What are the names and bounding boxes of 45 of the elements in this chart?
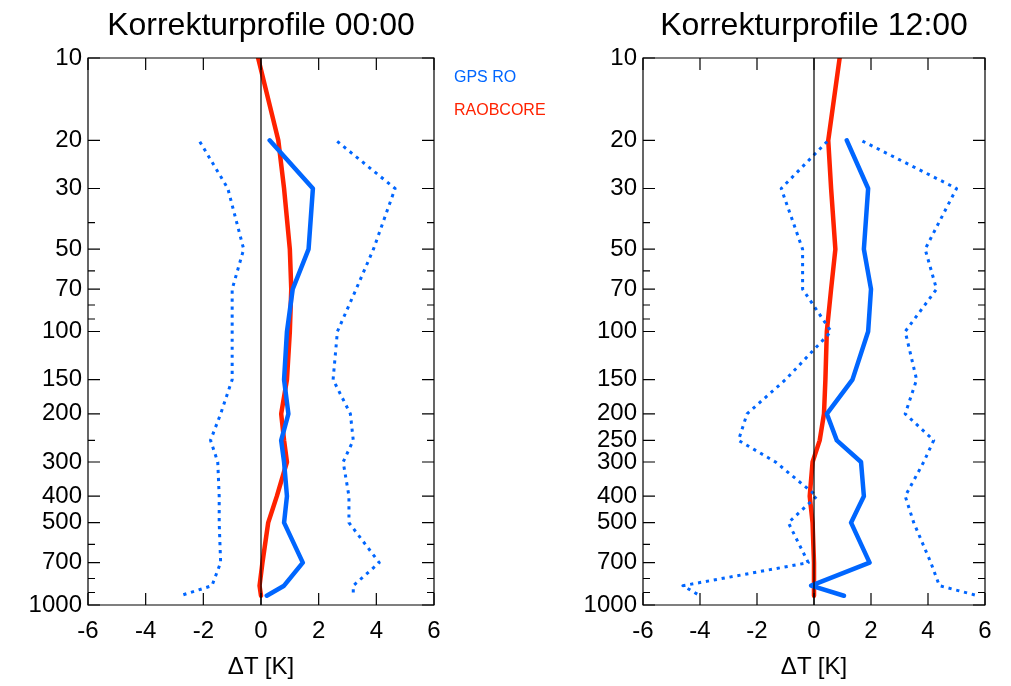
text: GPS RO xyxy=(454,67,518,87)
x-tick-label: 0 xyxy=(807,616,821,644)
y-tick-label: 700 xyxy=(41,547,82,575)
y-tick-label: 400 xyxy=(41,480,82,508)
y-tick-label: 150 xyxy=(596,364,637,392)
y-tick-label: 100 xyxy=(41,316,82,344)
x-tick-label: -4 xyxy=(134,616,157,644)
y-tick-label: 50 xyxy=(55,233,82,261)
y-tick-label: 50 xyxy=(610,233,637,261)
x-axis-title: ΔT [K] xyxy=(780,652,848,680)
y-tick-label: 70 xyxy=(610,273,637,301)
y-tick-label: 10 xyxy=(55,42,82,70)
y-tick-label: 200 xyxy=(596,398,637,426)
y-tick-label: 300 xyxy=(41,446,82,474)
x-tick-label: -2 xyxy=(192,616,215,644)
x-tick-label: -6 xyxy=(77,616,99,644)
x-axis-title: ΔT [K] xyxy=(227,652,295,680)
x-tick-label: 6 xyxy=(427,616,441,644)
y-tick-label: 150 xyxy=(41,364,82,392)
x-tick-label: 0 xyxy=(254,616,268,644)
y-tick-label: 1000 xyxy=(583,589,637,617)
chart-title: Korrekturprofile 00:00 xyxy=(107,6,415,43)
x-tick-label: 4 xyxy=(921,616,935,644)
y-tick-label: 20 xyxy=(610,124,637,152)
y-tick-label: 1000 xyxy=(28,589,82,617)
y-tick-label: 70 xyxy=(55,273,82,301)
y-tick-label: 30 xyxy=(55,173,82,201)
text: RAOBCORE xyxy=(454,100,546,120)
y-tick-label: 500 xyxy=(41,507,82,535)
y-tick-label: 400 xyxy=(596,480,637,508)
y-tick-label: 10 xyxy=(610,42,637,70)
x-tick-label: 6 xyxy=(978,616,992,644)
x-tick-label: -6 xyxy=(632,616,654,644)
x-tick-label: -4 xyxy=(689,616,711,644)
x-tick-label: 2 xyxy=(311,616,326,644)
y-tick-label: 30 xyxy=(610,173,637,201)
y-tick-label: 100 xyxy=(596,316,637,344)
chart-title: Korrekturprofile 12:00 xyxy=(660,6,968,43)
x-tick-label: 4 xyxy=(369,616,384,644)
y-tick-label: 20 xyxy=(55,124,82,152)
x-tick-label: -2 xyxy=(746,616,768,644)
y-tick-label: 200 xyxy=(41,398,82,426)
x-tick-label: 2 xyxy=(864,616,878,644)
y-tick-label: 500 xyxy=(596,507,637,535)
y-tick-label: 700 xyxy=(596,547,637,575)
